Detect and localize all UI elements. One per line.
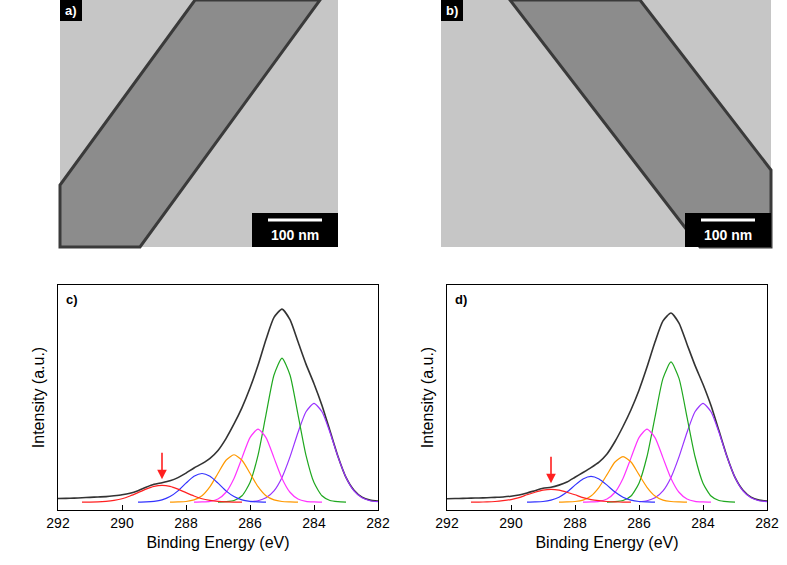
svg-text:282: 282 bbox=[755, 515, 779, 531]
svg-text:284: 284 bbox=[691, 515, 715, 531]
svg-text:290: 290 bbox=[499, 515, 523, 531]
svg-text:290: 290 bbox=[110, 515, 134, 531]
svg-text:d): d) bbox=[455, 292, 467, 307]
svg-text:288: 288 bbox=[174, 515, 198, 531]
svg-text:a): a) bbox=[65, 3, 77, 18]
svg-text:292: 292 bbox=[435, 515, 459, 531]
svg-text:288: 288 bbox=[563, 515, 587, 531]
svg-text:Binding Energy (eV): Binding Energy (eV) bbox=[146, 534, 289, 551]
svg-text:Intensity (a.u.): Intensity (a.u.) bbox=[30, 347, 47, 448]
svg-text:Intensity (a.u.): Intensity (a.u.) bbox=[419, 347, 436, 448]
svg-text:282: 282 bbox=[366, 515, 390, 531]
svg-text:100 nm: 100 nm bbox=[704, 227, 752, 243]
svg-text:b): b) bbox=[446, 3, 458, 18]
svg-text:c): c) bbox=[66, 292, 78, 307]
svg-text:286: 286 bbox=[627, 515, 651, 531]
svg-text:100 nm: 100 nm bbox=[271, 227, 319, 243]
svg-text:284: 284 bbox=[302, 515, 326, 531]
svg-text:Binding Energy (eV): Binding Energy (eV) bbox=[535, 534, 678, 551]
svg-text:292: 292 bbox=[46, 515, 70, 531]
svg-text:286: 286 bbox=[238, 515, 262, 531]
